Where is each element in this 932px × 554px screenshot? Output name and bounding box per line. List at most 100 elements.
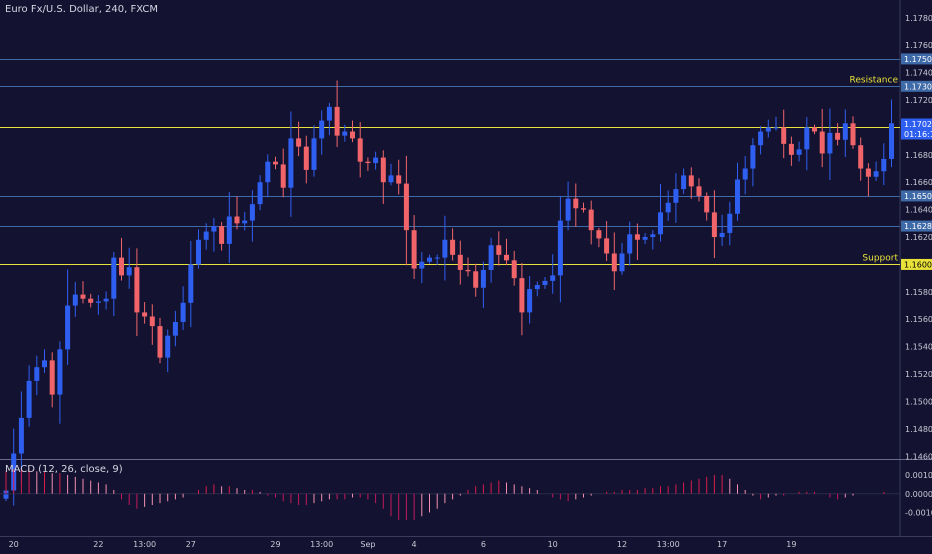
macd-tick-label: 0.0010 <box>905 471 932 480</box>
candle-body <box>103 298 109 302</box>
level-text: Resistance <box>850 76 899 86</box>
time-tick-label: 22 <box>93 540 103 549</box>
candle-body <box>889 123 894 159</box>
candle-body <box>788 143 794 155</box>
macd-tick-label: -0.0010 <box>905 509 932 518</box>
candle-body <box>773 127 779 129</box>
candle-body <box>149 316 155 327</box>
candle-body <box>557 220 563 276</box>
candle-body <box>265 161 271 183</box>
candle-body <box>519 278 525 313</box>
candle-body <box>634 234 640 240</box>
candle-body <box>434 257 440 259</box>
level-price-box <box>901 258 932 270</box>
candle-body <box>419 261 425 269</box>
candle-body <box>488 245 494 270</box>
time-tick-label: 4 <box>412 540 417 549</box>
candle-body <box>26 380 32 418</box>
candle-body <box>642 237 648 240</box>
candle-body <box>342 131 348 136</box>
candle-body <box>211 226 217 232</box>
candle-body <box>373 157 379 164</box>
time-tick-label: 10 <box>548 540 558 549</box>
candle-body <box>188 264 194 303</box>
price-tick-label: 1.15800 <box>905 288 932 297</box>
candle-body <box>119 257 124 276</box>
price-tick-label: 1.14800 <box>905 425 932 434</box>
current-price-label: 1.17025 <box>904 120 932 129</box>
price-tick-label: 1.17600 <box>905 41 932 50</box>
candle-body <box>257 182 263 205</box>
candle-body <box>865 168 871 177</box>
level-price-label: 1.16280 <box>904 222 932 231</box>
candle-body <box>673 189 679 203</box>
price-tick-label: 1.16400 <box>905 206 932 215</box>
candle-body <box>796 149 802 155</box>
level-price-label: 1.17300 <box>904 82 932 91</box>
level-price-label: 1.16500 <box>904 192 932 201</box>
candle-body <box>496 245 502 255</box>
time-tick-label: 27 <box>186 540 196 549</box>
bar-countdown-label: 01:16:16 <box>904 130 932 139</box>
level-text: Support <box>862 254 898 264</box>
price-tick-label: 1.17200 <box>905 96 932 105</box>
candle-body <box>627 234 633 254</box>
candle-body <box>504 254 509 261</box>
candle-body <box>226 216 232 244</box>
candle-body <box>457 254 463 270</box>
candle-body <box>357 138 363 162</box>
candle-body <box>765 127 771 132</box>
time-tick-label: 6 <box>481 540 486 549</box>
candle-body <box>280 164 286 188</box>
price-tick-label: 1.16600 <box>905 178 932 187</box>
candle-body <box>134 267 140 313</box>
candle-body <box>534 284 540 290</box>
candle-body <box>311 138 317 170</box>
time-tick-label: 13:00 <box>310 540 333 549</box>
chart-title: Euro Fx/U.S. Dollar, 240, FXCM <box>5 4 158 15</box>
candle-body <box>142 312 148 317</box>
candle-body <box>588 209 594 231</box>
candle-body <box>527 289 533 313</box>
price-tick-label: 1.16800 <box>905 151 932 160</box>
candle-body <box>480 269 486 288</box>
candle-body <box>334 106 340 136</box>
candle-body <box>65 305 71 350</box>
time-tick-label: 19 <box>786 540 796 549</box>
current-price-box <box>901 118 932 140</box>
candle-body <box>273 161 278 165</box>
level-price-box <box>901 190 932 202</box>
candle-body <box>411 230 417 269</box>
candle-body <box>688 175 694 187</box>
candle-body <box>511 260 517 279</box>
candle-body <box>296 138 302 147</box>
candle-body <box>650 234 656 238</box>
level-price-label: 1.17500 <box>904 55 932 64</box>
price-tick-label: 1.16200 <box>905 233 932 242</box>
candle-body <box>219 226 225 244</box>
candle-body <box>157 326 163 358</box>
candle-body <box>234 216 240 224</box>
candle-body <box>203 231 209 240</box>
candle-body <box>326 106 332 121</box>
candle-body <box>812 127 817 132</box>
candle-body <box>858 145 864 169</box>
candle-body <box>842 123 848 140</box>
candle-body <box>758 131 764 146</box>
price-tick-label: 1.15600 <box>905 315 932 324</box>
candle-body <box>80 294 86 299</box>
time-tick-label: 13:00 <box>133 540 156 549</box>
candle-body <box>450 239 456 255</box>
candle-body <box>704 195 710 213</box>
candle-body <box>427 257 432 262</box>
candle-body <box>835 132 841 140</box>
candle-body <box>34 367 40 381</box>
time-tick-label: 20 <box>9 540 19 549</box>
candle-body <box>850 123 856 146</box>
candle-body <box>873 171 879 177</box>
candle-body <box>742 168 748 180</box>
candle-body <box>604 238 610 254</box>
